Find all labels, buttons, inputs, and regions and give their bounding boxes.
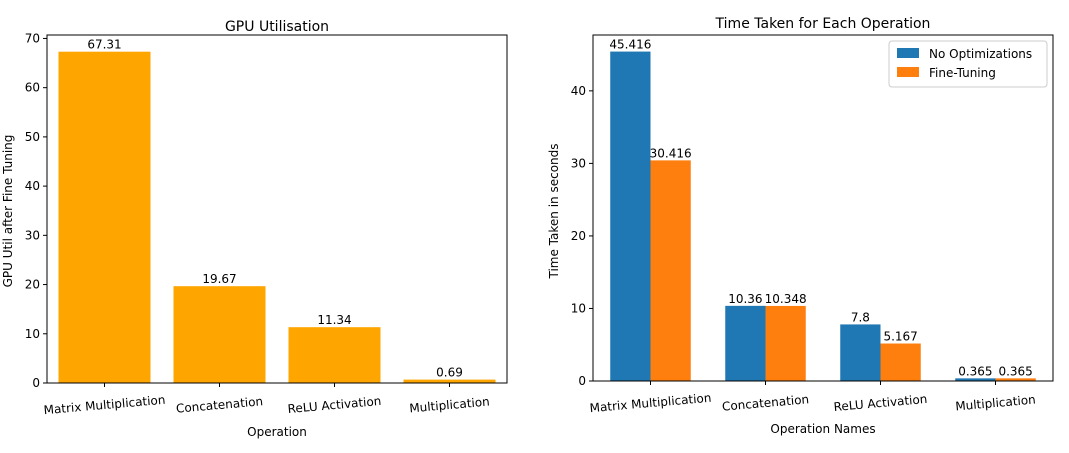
data-label: 0.365 — [958, 364, 992, 378]
y-tick-label: 20 — [25, 278, 40, 292]
legend-label: Fine-Tuning — [929, 66, 996, 80]
x-tick-label: Matrix Multiplication — [589, 391, 712, 416]
legend-swatch — [897, 67, 919, 77]
y-tick-label: 0 — [32, 376, 40, 390]
x-tick-label: Matrix Multiplication — [43, 393, 166, 418]
bar — [403, 379, 496, 383]
legend-label: No Optimizations — [929, 47, 1032, 61]
bar — [840, 324, 881, 381]
y-axis-label: GPU Util after Fine Tuning — [1, 135, 15, 288]
legend-swatch — [897, 48, 919, 58]
chart-title: Time Taken for Each Operation — [715, 16, 931, 32]
data-label: 19.67 — [202, 272, 236, 286]
bar — [995, 378, 1036, 381]
y-tick-label: 30 — [571, 156, 586, 170]
data-label: 11.34 — [317, 313, 351, 327]
x-tick-label: Concatenation — [721, 392, 809, 414]
bar — [955, 378, 996, 381]
bar — [288, 327, 381, 383]
y-tick-label: 70 — [25, 31, 40, 45]
data-label: 5.167 — [883, 330, 917, 344]
data-label: 0.365 — [998, 364, 1032, 378]
bar — [725, 305, 766, 381]
bar — [650, 160, 691, 381]
y-tick-label: 20 — [571, 229, 586, 243]
bar — [765, 305, 806, 381]
bar — [58, 51, 151, 383]
data-label: 45.416 — [609, 38, 651, 52]
data-label: 7.8 — [851, 310, 870, 324]
x-tick-label: Multiplication — [955, 393, 1036, 414]
data-label: 10.348 — [765, 292, 807, 306]
x-tick-label: Multiplication — [409, 395, 490, 416]
bar — [173, 286, 266, 383]
data-label: 0.69 — [436, 366, 463, 380]
plot-area: 0 10 20 30 40 50 60 70 67.31 19.67 11.34 0.69 Matrix… — [25, 31, 508, 418]
y-tick-label: 30 — [25, 228, 40, 242]
y-tick-label: 10 — [571, 301, 586, 315]
gpu-utilisation-chart: GPU Utilisation Operation GPU Util after… — [1, 19, 508, 439]
x-tick-label: Concatenation — [175, 394, 263, 416]
x-axis-label: Operation Names — [770, 422, 875, 436]
plot-area: 0 10 20 30 40 45.416 10.36 7.8 0.365 30.416 10.348… — [571, 34, 1054, 416]
bar — [610, 51, 651, 381]
legend-box — [888, 40, 1048, 88]
data-label: 30.416 — [650, 146, 692, 160]
x-tick-label: ReLU Activation — [833, 392, 928, 414]
x-tick-label: ReLU Activation — [287, 394, 382, 416]
bar — [880, 343, 921, 381]
y-tick-label: 40 — [571, 84, 586, 98]
axes-frame — [592, 34, 1054, 382]
y-tick-label: 10 — [25, 327, 40, 341]
y-tick-label: 40 — [25, 179, 40, 193]
y-tick-label: 60 — [25, 81, 40, 95]
legend: No Optimizations Fine-Tuning — [888, 40, 1048, 88]
data-label: 67.31 — [87, 38, 121, 52]
axes-frame — [46, 34, 508, 384]
y-axis-label: Time Taken in seconds — [547, 143, 561, 279]
time-taken-chart: Time Taken for Each Operation Operation … — [547, 16, 1054, 436]
data-label: 10.36 — [728, 292, 762, 306]
chart-title: GPU Utilisation — [225, 19, 329, 35]
y-tick-label: 50 — [25, 130, 40, 144]
y-tick-label: 0 — [578, 374, 586, 388]
x-axis-label: Operation — [247, 425, 307, 439]
